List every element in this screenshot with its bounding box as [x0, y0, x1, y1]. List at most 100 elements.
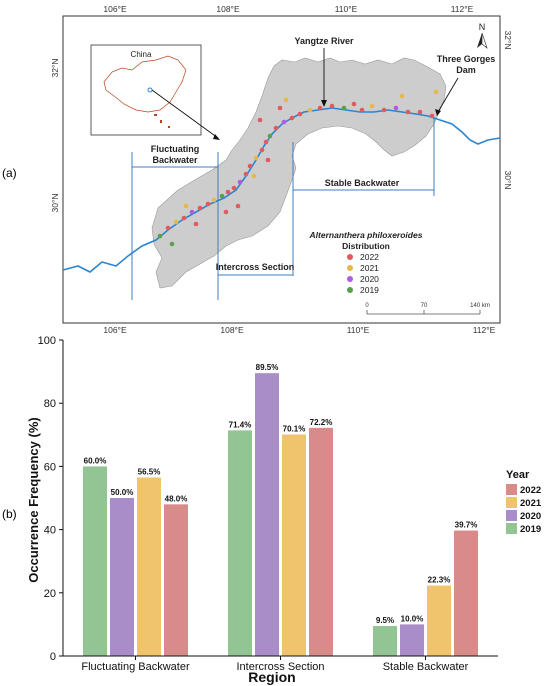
map-legend: Alternanthera philoxeroides Distribution… — [309, 230, 423, 295]
y-axis: 0 20 40 60 80 100 — [38, 335, 64, 663]
lon-tick-top: 112°E — [451, 4, 474, 14]
intercross-label: Intercross Section — [216, 262, 295, 272]
chart-legend: Year 2022 2021 2020 2019 — [506, 469, 542, 535]
bar-value-label: 39.7% — [455, 521, 478, 530]
bar-value-label: 9.5% — [376, 616, 394, 625]
lon-tick-bottom: 108°E — [220, 325, 244, 335]
section-dividers — [131, 118, 435, 300]
bar-value-label: 72.2% — [310, 418, 333, 427]
bar-chart: 0 20 40 60 80 100 60.0% 50.0% 56.5% 48.0% 71.4% 89… — [26, 335, 542, 685]
map-legend-title: Alternanthera philoxeroides — [309, 230, 423, 240]
bar-value-label: 22.3% — [428, 576, 451, 585]
chart-legend-swatch — [506, 484, 517, 495]
panel-label-b: (b) — [2, 507, 17, 521]
dam-arrow — [437, 77, 459, 113]
yangtze-river-line — [62, 107, 501, 273]
yangtze-arrowhead — [321, 100, 327, 107]
bar-2022 — [309, 427, 333, 656]
map-legend-dot — [347, 276, 353, 282]
dam-arrowhead — [435, 109, 441, 116]
bar-value-label: 89.5% — [256, 363, 279, 372]
lon-ticks-top: 106°E 108°E 110°E 112°E — [103, 4, 473, 14]
svg-text:N: N — [479, 22, 486, 32]
map-legend-dot — [347, 265, 353, 271]
dam-label: Dam — [456, 65, 476, 75]
y-tick-label: 60 — [44, 461, 56, 473]
lon-tick-top: 108°E — [216, 4, 240, 14]
y-tick-label: 100 — [38, 335, 56, 347]
chart-legend-label: 2020 — [520, 511, 541, 522]
chart-legend-title: Year — [506, 469, 530, 481]
bar-2020 — [255, 373, 279, 656]
bar-2022 — [164, 504, 188, 656]
fluctuating-label: Fluctuating — [151, 144, 200, 154]
map-legend-label: 2020 — [360, 274, 379, 284]
bar-2019 — [373, 625, 397, 656]
inset-title: China — [131, 50, 152, 59]
bar-2019 — [228, 430, 252, 656]
lat-tick-right: 30°N — [503, 171, 513, 190]
lat-tick-left: 32°N — [50, 59, 60, 78]
map-legend-label: 2021 — [360, 263, 379, 273]
y-axis-title: Occurrence Frequency (%) — [26, 417, 41, 582]
bar-value-label: 56.5% — [138, 467, 161, 476]
china-inset: China — [90, 44, 202, 136]
lon-tick-top: 106°E — [103, 4, 127, 14]
svg-text:70: 70 — [421, 303, 428, 309]
lon-ticks-bottom: 106°E 108°E 110°E 112°E — [103, 325, 495, 335]
chart-legend-label: 2022 — [520, 485, 541, 496]
lon-tick-bottom: 112°E — [473, 325, 496, 335]
bar-value-label: 60.0% — [84, 456, 107, 465]
chart-legend-swatch — [506, 497, 517, 508]
bar-2020 — [110, 498, 134, 656]
occurrence-points — [157, 89, 439, 247]
lat-tick-right: 32°N — [503, 31, 513, 50]
map-legend-dot — [347, 287, 353, 293]
inset-pointer — [151, 89, 219, 139]
x-tick-label: Fluctuating Backwater — [81, 661, 190, 673]
bar-value-label: 71.4% — [229, 420, 252, 429]
bar-value-labels: 60.0% 50.0% 56.5% 48.0% 71.4% 89.5% 70.1% 72.2%… — [84, 363, 478, 625]
x-axis-title: Region — [248, 669, 295, 685]
bar-2021 — [282, 434, 306, 656]
chart-legend-swatch — [506, 510, 517, 521]
reservoir-region — [151, 57, 447, 289]
fluctuating-label: Backwater — [152, 155, 198, 165]
lon-tick-bottom: 110°E — [347, 325, 370, 335]
chart-legend-label: 2021 — [520, 498, 542, 509]
lon-tick-bottom: 106°E — [103, 325, 127, 335]
lat-tick-left: 30°N — [50, 194, 60, 213]
bar-2022 — [454, 530, 478, 656]
bar-2021 — [137, 477, 161, 656]
svg-text:140 km: 140 km — [470, 303, 490, 309]
chart-legend-swatch — [506, 523, 517, 534]
x-tick-label: Stable Backwater — [383, 661, 469, 673]
bars — [83, 373, 478, 656]
chart-legend-label: 2019 — [520, 524, 541, 535]
north-arrow-icon: N — [477, 22, 488, 49]
scale-bar: 0 70 140 km — [365, 303, 490, 315]
bar-value-label: 10.0% — [401, 614, 424, 623]
map-legend-title: Distribution — [342, 241, 390, 251]
dam-label: Three Gorges — [437, 54, 496, 64]
bar-2021 — [427, 585, 451, 656]
x-tick-label: Intercross Section — [236, 661, 324, 673]
yangtze-label: Yangtze River — [294, 36, 354, 46]
lon-tick-top: 110°E — [335, 4, 358, 14]
stable-label: Stable Backwater — [325, 178, 400, 188]
x-axis: Fluctuating Backwater Intercross Section S… — [63, 655, 498, 673]
map-legend-label: 2019 — [360, 285, 379, 295]
bar-2020 — [400, 624, 424, 656]
panel-label-a: (a) — [2, 166, 17, 180]
bar-value-label: 50.0% — [111, 488, 134, 497]
bar-2019 — [83, 466, 107, 656]
bar-value-label: 70.1% — [283, 424, 306, 433]
y-tick-label: 0 — [50, 651, 56, 663]
y-tick-label: 20 — [44, 588, 56, 600]
svg-text:0: 0 — [365, 303, 369, 309]
map-panel: 106°E 108°E 110°E 112°E 106°E 108°E 110°… — [50, 4, 513, 335]
y-tick-label: 80 — [44, 398, 56, 410]
map-legend-label: 2022 — [360, 252, 379, 262]
map-legend-dot — [347, 254, 353, 260]
